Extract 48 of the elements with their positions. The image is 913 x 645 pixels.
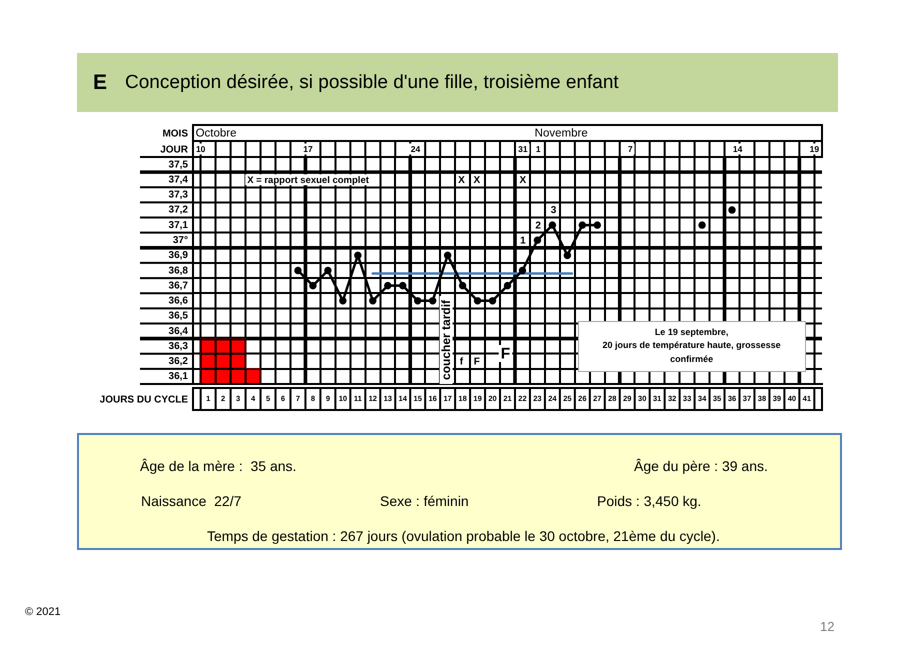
annotation: 3 <box>550 205 557 216</box>
x-axis-title: JOURS DU CYCLE <box>100 394 188 406</box>
y-tick-label: 36,8 <box>168 265 188 276</box>
y-tick-label: 36,5 <box>168 310 188 322</box>
annotation: 1 <box>520 235 526 246</box>
y-tick-label: 36,6 <box>168 296 188 307</box>
annotation: X = rapport sexuel complet <box>247 174 370 186</box>
text: 7 <box>628 144 633 154</box>
text: Âge de la mère : 35 ans. <box>140 458 296 474</box>
y-tick-label: 37,5 <box>168 159 188 170</box>
y-tick-label: 36,3 <box>168 340 188 352</box>
annotation: X <box>473 174 480 186</box>
text: Novembre <box>534 128 588 140</box>
y-tick-label: 36,4 <box>168 326 188 337</box>
text: 14 <box>732 144 743 154</box>
text: © 2021 <box>25 605 61 619</box>
annotation: X <box>458 174 466 186</box>
text: 31 <box>518 144 528 154</box>
chart-title: E Conception désirée, si possible d'une fille, troisième enfant <box>93 70 619 94</box>
annotation: X <box>520 174 527 186</box>
annotation: f <box>460 356 464 368</box>
text: Naissance 22/7 <box>141 493 242 509</box>
text: Sexe : féminin <box>380 493 469 509</box>
text: 1 <box>536 144 541 154</box>
y-tick-label: 37,3 <box>168 190 188 201</box>
y-tick-label: 36,2 <box>168 356 188 368</box>
text: Octobre <box>196 128 236 140</box>
text: Âge du père : 39 ans. <box>634 458 768 474</box>
text: 12 <box>820 619 834 634</box>
y-tick-label: 36,7 <box>168 280 188 292</box>
text: 10 <box>196 144 206 154</box>
text: 19 <box>810 144 820 154</box>
text: Poids : 3,450 kg. <box>597 493 702 509</box>
text: 24 <box>410 144 420 154</box>
y-tick-label: 36,9 <box>168 250 188 262</box>
y-tick-label: 36,1 <box>168 371 188 382</box>
text: JOUR <box>160 144 189 156</box>
annotation: 2 <box>535 220 542 232</box>
text: 17 <box>303 144 314 154</box>
y-tick-label: 37° <box>172 234 188 246</box>
text: Temps de gestation : 267 jours (ovulation probable le 30 octobre, 21ème du cycle). <box>207 528 720 544</box>
y-tick-label: 37,4 <box>168 174 188 186</box>
annotation: F <box>474 356 480 368</box>
y-tick-label: 37,2 <box>168 204 188 216</box>
text: MOIS <box>162 128 188 140</box>
annotation: coucher tardif <box>438 298 453 380</box>
y-tick-label: 37,1 <box>168 220 188 231</box>
annotation: F <box>500 345 510 362</box>
